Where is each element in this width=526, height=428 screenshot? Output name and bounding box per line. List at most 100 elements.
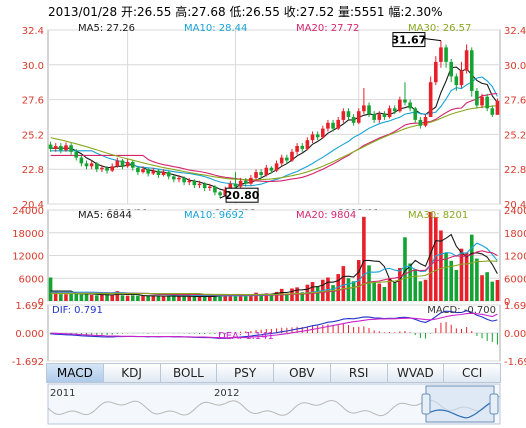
tab-kdj[interactable]: KDJ (103, 364, 161, 382)
candle-body (243, 180, 248, 184)
macd-tick-label-left: 0.000 (15, 329, 44, 340)
navigator-year-label: 2011 (50, 388, 75, 399)
navigator-year-label: 2012 (214, 388, 239, 399)
candle-body (356, 111, 361, 123)
price-tick-label-right: 25.2 (504, 130, 526, 141)
candle-body (223, 189, 228, 196)
volume-bar (449, 260, 454, 301)
volume-bar (161, 296, 166, 301)
candle-body (495, 100, 500, 115)
volume-bar (100, 294, 104, 301)
volume-bar (125, 295, 130, 301)
candle-body (228, 183, 233, 190)
volume-bar (110, 295, 115, 301)
candle-body (197, 183, 202, 186)
volume-bar (166, 296, 171, 301)
price-tick-label-left: 27.6 (22, 96, 44, 107)
open-label: 开: (121, 5, 138, 19)
candle-body (115, 160, 120, 167)
price-tick-label-left: 22.8 (22, 165, 44, 176)
volume-bar (59, 294, 63, 301)
volume-tick-label-left: 6000 (19, 274, 44, 285)
candle-body (480, 96, 484, 106)
open-value: 26.55 (137, 5, 172, 19)
candle-body (464, 50, 469, 71)
volume-value: 5551 (353, 5, 385, 19)
macd-tick-label-right: 1.692 (504, 301, 526, 312)
price-ma20-line (50, 92, 498, 182)
navigator-drag-handle[interactable] (489, 393, 499, 415)
volume-bar (202, 296, 207, 301)
change-label: 幅: (388, 5, 405, 19)
volume-bar (177, 296, 181, 301)
candle-body (79, 157, 84, 164)
volume-bar (285, 293, 289, 301)
candle-body (346, 111, 351, 117)
volume-bar (120, 295, 125, 301)
candle-body (207, 186, 212, 189)
candle-body (274, 163, 279, 171)
candle-body (403, 99, 407, 103)
price-tick-label-left: 20.4 (22, 200, 44, 211)
price-ma30-line (50, 105, 498, 181)
tab-boll[interactable]: BOLL (160, 364, 218, 382)
tab-psy[interactable]: PSY (217, 364, 274, 382)
candle-body (428, 82, 433, 117)
volume-ma5-line (50, 233, 498, 297)
navigator-frame (47, 383, 501, 425)
price-legend-item: MA5: 27.26 (78, 23, 135, 34)
tab-cci[interactable]: CCI (444, 364, 500, 382)
volume-bar (315, 286, 320, 301)
volume-bar (238, 294, 243, 301)
volume-bar (53, 292, 58, 301)
candle-body (433, 61, 438, 83)
tab-obv[interactable]: OBV (274, 364, 331, 382)
indicator-tabs: MACD KDJ BOLL PSY OBV RSI WVAD CCI (46, 363, 501, 383)
macd-tick-label-left: -1.692 (12, 357, 44, 368)
volume-tick-label-right: 12000 (504, 252, 526, 263)
candle-body (151, 170, 156, 174)
price-panel: 20.4 20.4 22.8 22.8 25.2 25.2 27.6 27.6 30.0 30.0… (22, 23, 526, 219)
volume-bar (428, 211, 433, 301)
candle-body (290, 151, 294, 161)
candle-body (172, 176, 176, 180)
tab-macd[interactable]: MACD (47, 364, 104, 382)
candle-body (192, 180, 197, 186)
volume-bar (398, 268, 402, 301)
volume-bar (418, 281, 423, 301)
volume-legend-item: MA5: 6844 (78, 210, 132, 221)
candle-body (408, 102, 412, 109)
volume-bar (89, 294, 94, 301)
candle-body (285, 157, 289, 161)
volume-bar (64, 294, 68, 301)
volume-bar (300, 292, 305, 301)
volume-bar (74, 292, 79, 301)
candle-body (372, 114, 376, 120)
volume-bar (115, 291, 120, 301)
candle-body (449, 61, 454, 77)
price-ma10-line (50, 76, 498, 187)
navigator-drag-handle[interactable] (421, 393, 431, 415)
candle-body (182, 177, 186, 183)
tab-wvad[interactable]: WVAD (387, 364, 445, 382)
volume-bar (259, 294, 263, 301)
candle-body (382, 114, 387, 117)
volume-bar (454, 269, 459, 301)
candle-body (110, 166, 115, 171)
high-value: 27.68 (191, 5, 226, 19)
candle-body (269, 167, 274, 171)
range-navigator[interactable]: 2011 2012 (47, 383, 501, 425)
candle-body (94, 163, 99, 170)
candle-body (161, 172, 166, 175)
volume-bar (490, 281, 495, 301)
candle-body (177, 177, 181, 180)
volume-tick-label-left: 18000 (12, 229, 44, 240)
candle-body (279, 157, 284, 164)
tab-rsi[interactable]: RSI (330, 364, 388, 382)
dea-legend: DEA: 1.141 (218, 331, 274, 342)
volume-bar (377, 283, 382, 301)
volume-bar (341, 266, 346, 301)
candle-body (105, 167, 109, 171)
candle-body (326, 122, 330, 129)
